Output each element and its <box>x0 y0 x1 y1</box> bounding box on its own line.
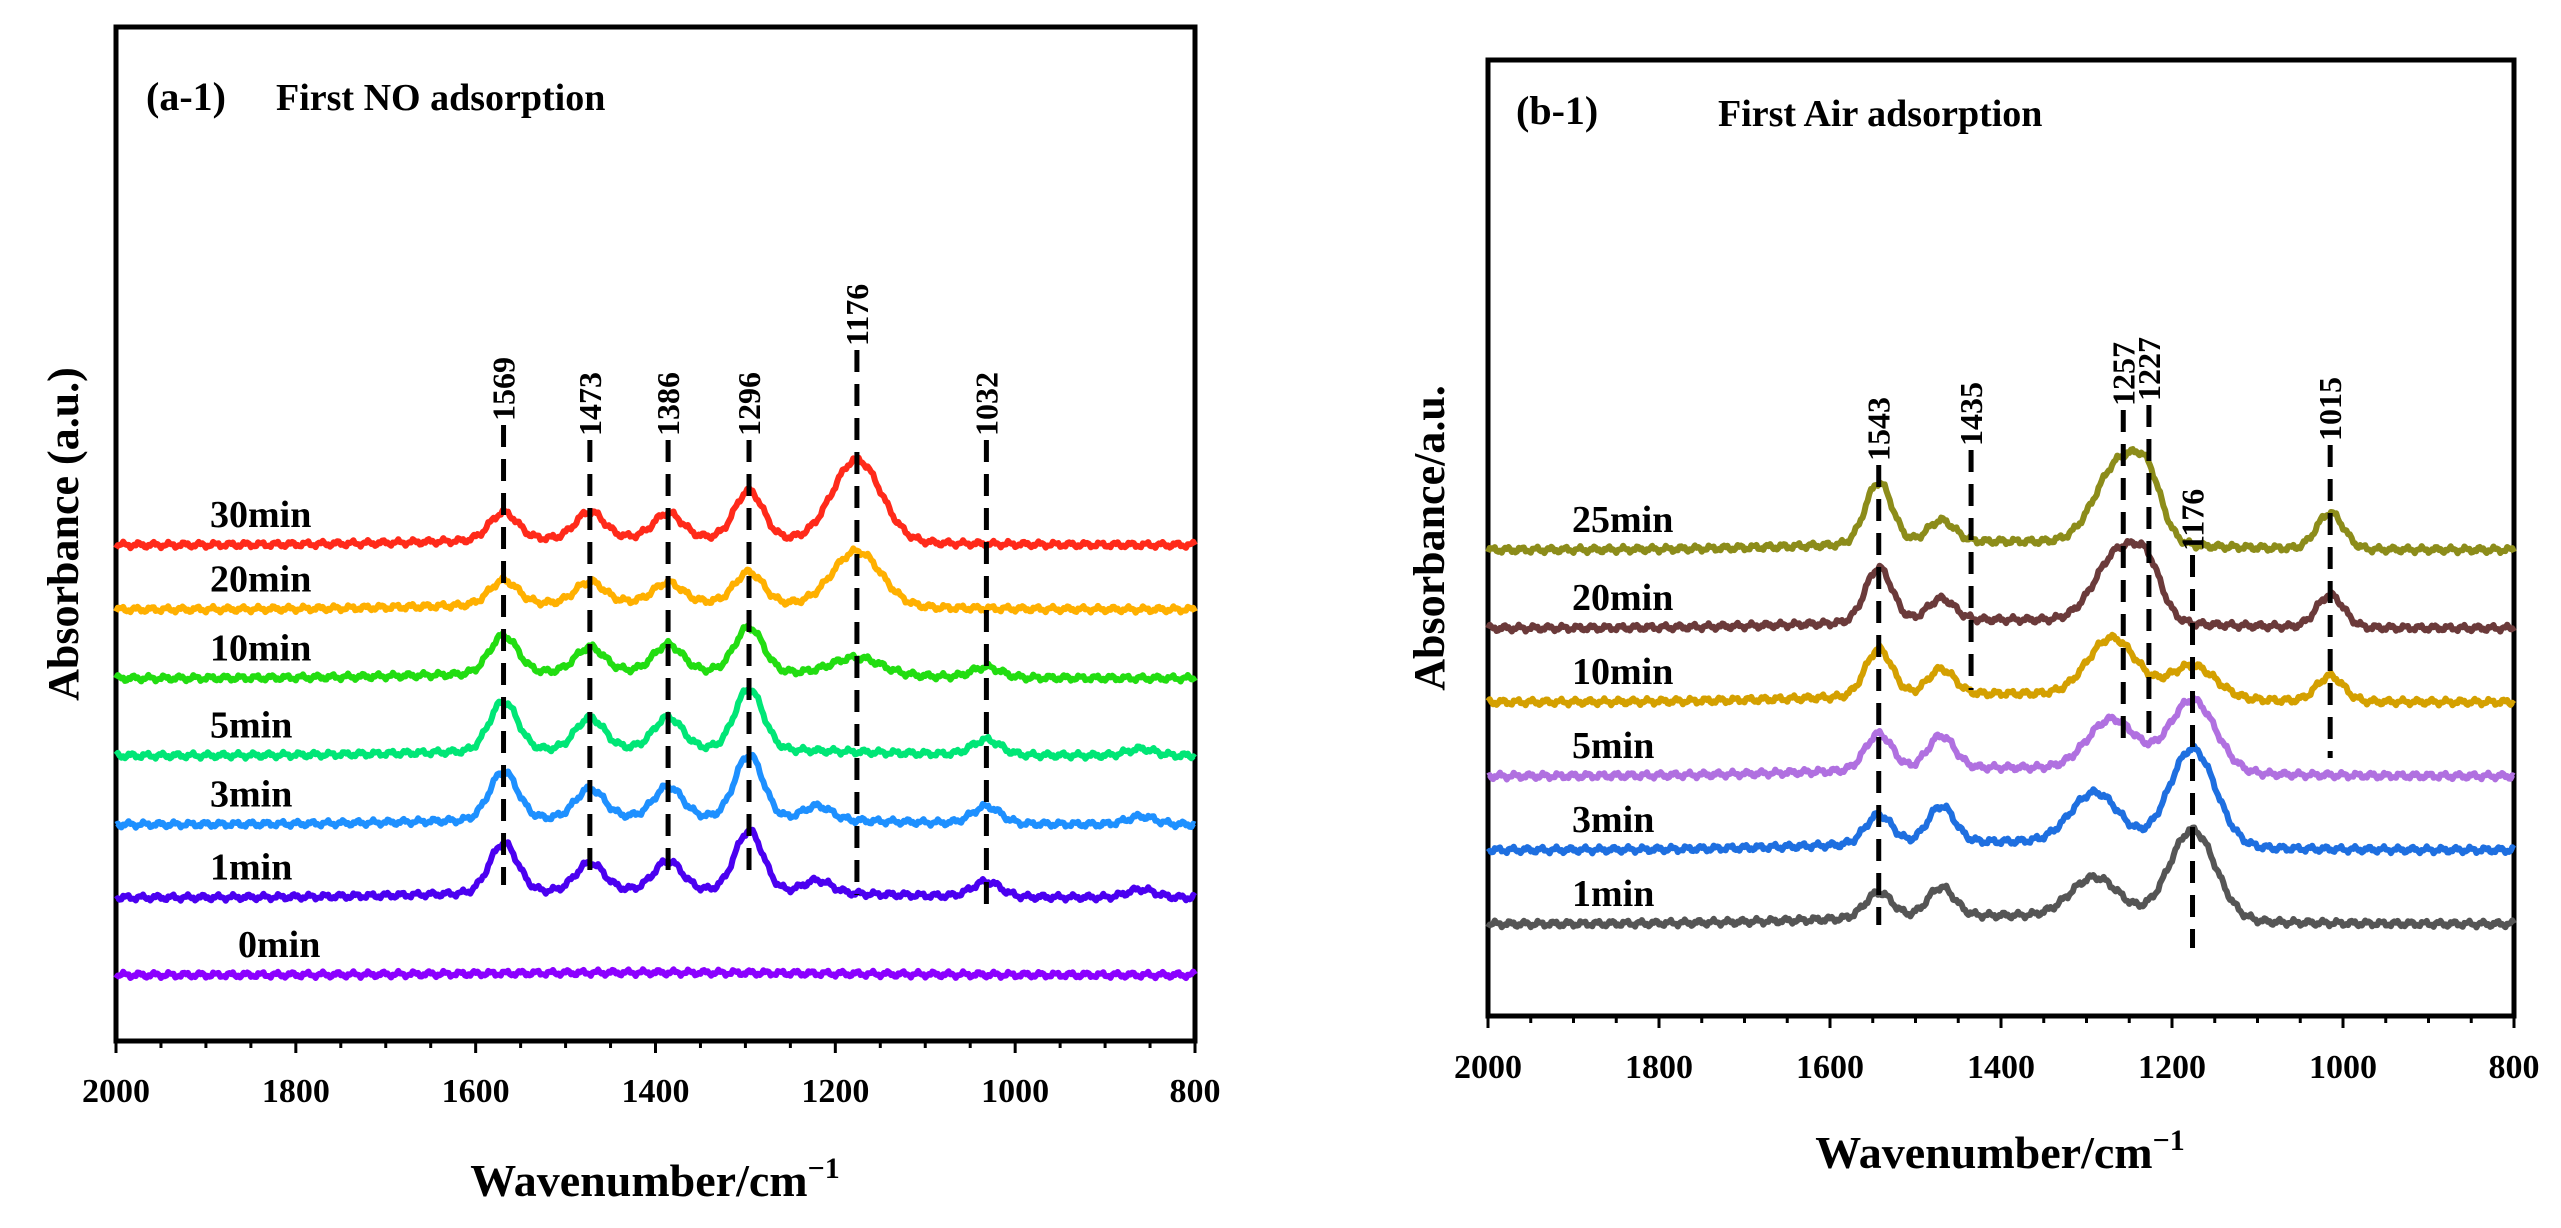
spectrum-line-0min <box>113 966 1198 982</box>
peak-label-1227: 1227 <box>2131 337 2167 401</box>
x-tick-label: 800 <box>1170 1073 1221 1110</box>
series-label: 20min <box>210 559 311 601</box>
panel-a-label: (a-1) <box>146 74 226 119</box>
panel-a-ylabel: Absorbance (a.u.) <box>39 367 88 701</box>
x-tick-label: 1200 <box>2138 1049 2206 1086</box>
panel-b-xticks: 2000 1800 1600 1400 1200 1000 800 <box>1454 1016 2540 1086</box>
peak-label-1386: 1386 <box>650 372 686 436</box>
series-label: 10min <box>210 627 311 669</box>
x-tick-label: 1400 <box>622 1073 690 1110</box>
peak-label-1473: 1473 <box>572 372 608 436</box>
panel-b-series-labels: 1min 3min 5min 10min 20min 25min <box>1572 499 1673 915</box>
x-tick-label: 800 <box>2489 1049 2540 1086</box>
peak-label-1435: 1435 <box>1953 382 1989 446</box>
peak-label-1543: 1543 <box>1861 397 1897 461</box>
series-label: 3min <box>1572 799 1654 841</box>
panel-a-peak-lines: 1569 1473 1386 1296 1176 1032 <box>486 284 1004 905</box>
spectrum-line-1min <box>1485 824 2517 931</box>
series-label: 1min <box>210 847 292 889</box>
x-tick-label: 1800 <box>1625 1049 1693 1086</box>
panel-b-ylabel: Absorbance/a.u. <box>1405 385 1454 691</box>
x-tick-label: 1400 <box>1967 1049 2035 1086</box>
panel-b-label: (b-1) <box>1516 88 1598 133</box>
peak-label-1296: 1296 <box>731 372 767 436</box>
panel-b-series <box>1485 446 2517 931</box>
x-tick-label: 1600 <box>442 1073 510 1110</box>
spectrum-line-25min <box>1485 446 2517 557</box>
spectrum-line-20min <box>113 545 1198 616</box>
peak-label-1015: 1015 <box>2312 377 2348 441</box>
peak-label-1176: 1176 <box>2175 489 2211 551</box>
spectrum-line-5min <box>1486 695 2516 783</box>
panel-b-xlabel: Wavenumber/cm−1 <box>1815 1124 2184 1178</box>
peak-label-1257: 1257 <box>2105 342 2141 406</box>
panel-a: (a-1) First NO adsorption Absorbance (a.… <box>39 24 1221 1206</box>
peak-label-1569: 1569 <box>486 357 522 421</box>
series-label: 5min <box>210 705 292 747</box>
panel-a-xlabel: Wavenumber/cm−1 <box>470 1152 839 1206</box>
spectrum-line-3min <box>1486 742 2517 857</box>
series-label: 0min <box>238 924 320 966</box>
panel-a-series <box>113 454 1198 982</box>
series-label: 20min <box>1572 577 1673 619</box>
x-tick-label: 1000 <box>2309 1049 2377 1086</box>
x-tick-label: 2000 <box>82 1073 150 1110</box>
spectrum-line-10min <box>113 623 1198 685</box>
series-label: 1min <box>1572 873 1654 915</box>
series-label: 3min <box>210 774 292 816</box>
spectrum-line-1min <box>114 826 1197 904</box>
x-tick-label: 1200 <box>801 1073 869 1110</box>
x-tick-label: 1800 <box>262 1073 330 1110</box>
spectrum-line-3min <box>114 751 1197 831</box>
spectrum-line-20min <box>1485 538 2517 635</box>
x-tick-label: 1600 <box>1796 1049 1864 1086</box>
panel-a-series-labels: 0min 1min 3min 5min 10min 20min 30min <box>210 494 320 966</box>
peak-label-1176: 1176 <box>839 284 875 346</box>
spectrum-line-5min <box>113 686 1197 762</box>
series-label: 30min <box>210 494 311 536</box>
x-tick-label: 1000 <box>981 1073 1049 1110</box>
panel-a-title: First NO adsorption <box>276 77 605 119</box>
x-tick-label: 2000 <box>1454 1049 1522 1086</box>
series-label: 25min <box>1572 499 1673 541</box>
panel-a-xticks: 2000 1800 1600 1400 1200 1000 800 <box>82 1041 1221 1110</box>
spectrum-line-30min <box>113 454 1198 552</box>
series-label: 10min <box>1572 651 1673 693</box>
peak-label-1032: 1032 <box>968 372 1004 436</box>
spectrum-line-10min <box>1485 631 2516 709</box>
series-label: 5min <box>1572 725 1654 767</box>
panel-b-title: First Air adsorption <box>1718 93 2042 135</box>
panel-b: (b-1) First Air adsorption Absorbance/a.… <box>1405 57 2540 1178</box>
